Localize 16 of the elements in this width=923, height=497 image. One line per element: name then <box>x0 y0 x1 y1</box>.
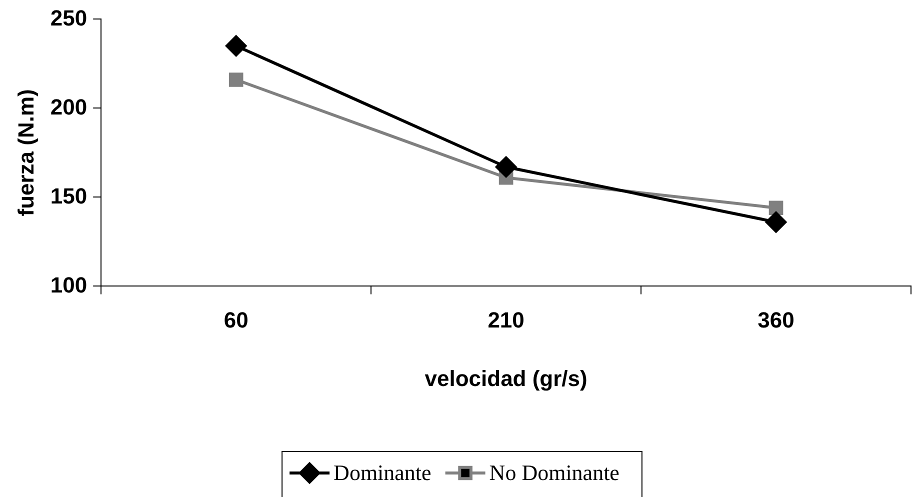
x-tick-label: 210 <box>488 307 524 332</box>
legend-label: No Dominante <box>489 460 620 485</box>
point <box>228 72 244 87</box>
x-tick-label: 60 <box>224 307 248 332</box>
y-tick-label: 200 <box>50 94 88 120</box>
x-tick-label: 360 <box>758 307 794 332</box>
y-axis-title: fuerza (N.m) <box>13 89 38 216</box>
y-tick-label: 250 <box>50 5 88 30</box>
point <box>496 156 517 178</box>
y-tick-label: 150 <box>50 183 88 208</box>
legend-label: Dominante <box>334 460 432 485</box>
point <box>766 212 787 233</box>
x-axis-title: velocidad (gr/s) <box>424 366 588 391</box>
y-tick-label: 100 <box>50 272 88 298</box>
point <box>768 200 784 216</box>
point <box>226 35 247 56</box>
